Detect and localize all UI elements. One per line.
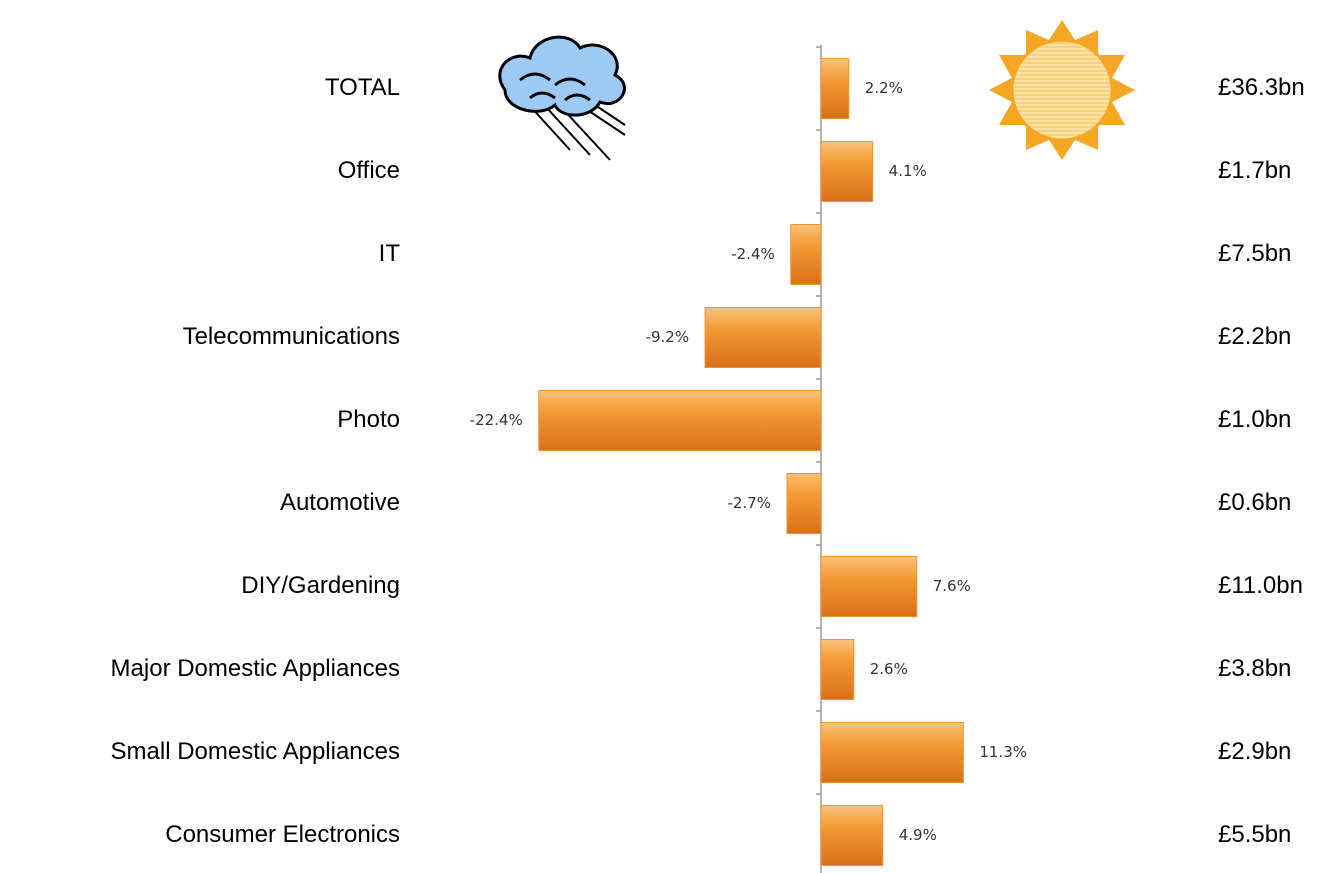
category-label: IT xyxy=(379,240,401,267)
bar xyxy=(821,59,849,119)
bar xyxy=(821,557,917,617)
category-label: Telecommunications xyxy=(183,323,400,350)
value-label: -2.7% xyxy=(727,494,771,512)
market-size: £11.0bn xyxy=(1218,572,1303,599)
bar xyxy=(787,474,821,534)
category-label: Automotive xyxy=(280,489,400,516)
market-size: £36.3bn xyxy=(1218,74,1305,101)
bar xyxy=(821,640,854,700)
market-size: £1.0bn xyxy=(1218,406,1291,433)
bar xyxy=(539,391,821,451)
bar xyxy=(821,723,963,783)
market-size: £0.6bn xyxy=(1218,489,1291,516)
value-label: 11.3% xyxy=(979,743,1027,761)
market-size: £7.5bn xyxy=(1218,240,1291,267)
value-label: 2.6% xyxy=(870,660,908,678)
value-label: -9.2% xyxy=(646,328,690,346)
category-label: Small Domestic Appliances xyxy=(111,738,400,765)
bar xyxy=(821,142,873,202)
value-label: -2.4% xyxy=(731,245,775,263)
category-label: Photo xyxy=(337,406,400,433)
value-label: 4.9% xyxy=(899,826,937,844)
market-size: £1.7bn xyxy=(1218,157,1291,184)
market-size: £5.5bn xyxy=(1218,821,1291,848)
sun-icon xyxy=(989,20,1135,160)
category-label: Major Domestic Appliances xyxy=(111,655,400,682)
bar xyxy=(821,806,883,866)
value-label: 7.6% xyxy=(933,577,971,595)
page: TOTAL £36.3bn 2.2% Office £1.7bn 4.1% IT £7.5bn… xyxy=(0,0,1334,873)
category-label: Office xyxy=(338,157,400,184)
value-label: -22.4% xyxy=(470,411,523,429)
rain-cloud-icon xyxy=(500,37,625,160)
category-label: Consumer Electronics xyxy=(165,821,400,848)
market-size: £3.8bn xyxy=(1218,655,1291,682)
category-label: DIY/Gardening xyxy=(241,572,400,599)
bar xyxy=(791,225,821,285)
market-size: £2.2bn xyxy=(1218,323,1291,350)
category-label: TOTAL xyxy=(325,74,400,101)
bar xyxy=(705,308,821,368)
market-size: £2.9bn xyxy=(1218,738,1291,765)
chart: TOTAL £36.3bn 2.2% Office £1.7bn 4.1% IT £7.5bn… xyxy=(0,0,1334,873)
value-label: 4.1% xyxy=(889,162,927,180)
value-label: 2.2% xyxy=(865,79,903,97)
